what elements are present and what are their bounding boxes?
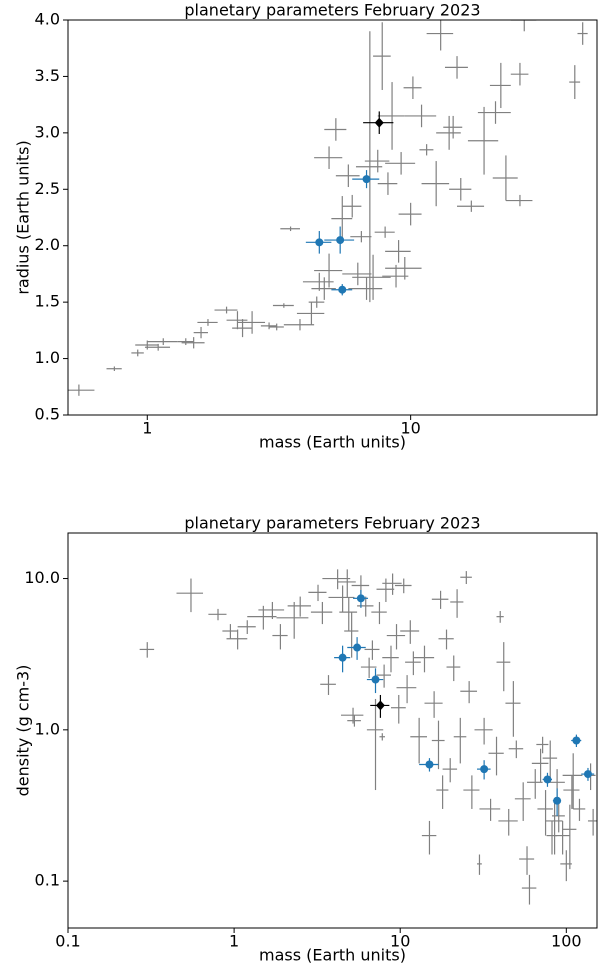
y-tick-label: 3.0: [35, 122, 60, 141]
point: [374, 117, 384, 128]
point: [425, 760, 434, 769]
data-layer: [139, 569, 597, 905]
y-tick-label: 0.5: [35, 405, 60, 424]
x-tick-label: 1: [229, 932, 239, 951]
y-tick-label: 1.0: [35, 719, 60, 738]
y-tick-label: 0.1: [35, 871, 60, 890]
point: [583, 770, 592, 779]
x-axis-label: mass (Earth units): [259, 946, 406, 965]
y-tick-label: 2.0: [35, 235, 60, 254]
x-tick-label: 1: [142, 419, 152, 438]
point: [572, 736, 581, 745]
y-tick-label: 1.0: [35, 348, 60, 367]
point: [338, 653, 347, 662]
y-tick-label: 2.5: [35, 179, 60, 198]
point: [362, 175, 371, 184]
point: [543, 775, 552, 784]
y-axis-label: density (g cm-3): [14, 665, 33, 797]
point: [315, 238, 324, 247]
x-tick-label: 100: [551, 932, 582, 951]
x-axis-label: mass (Earth units): [259, 433, 406, 452]
point: [553, 796, 562, 805]
chart-title: planetary parameters February 2023: [184, 514, 480, 533]
plot-frame: [67, 19, 598, 416]
x-tick-label: 0.1: [55, 932, 80, 951]
y-tick-label: 10.0: [24, 568, 60, 587]
y-axis-label: radius (Earth units): [14, 140, 33, 294]
point: [356, 594, 365, 603]
point: [375, 700, 385, 711]
point: [336, 236, 345, 245]
x-tick-label: 10: [390, 932, 410, 951]
y-tick-label: 3.5: [35, 66, 60, 85]
plot: planetary parameters February 2023 mass (…: [14, 1, 598, 452]
data-layer: [68, 20, 588, 396]
x-tick-label: 10: [400, 419, 420, 438]
point: [338, 285, 347, 294]
point: [353, 643, 362, 652]
y-tick-label: 4.0: [35, 10, 60, 29]
plot: planetary parameters February 2023 mass (…: [14, 514, 598, 965]
point: [480, 765, 489, 774]
point: [371, 675, 380, 684]
chart-title: planetary parameters February 2023: [184, 1, 480, 20]
y-tick-label: 1.5: [35, 292, 60, 311]
plot-frame: [67, 532, 598, 929]
